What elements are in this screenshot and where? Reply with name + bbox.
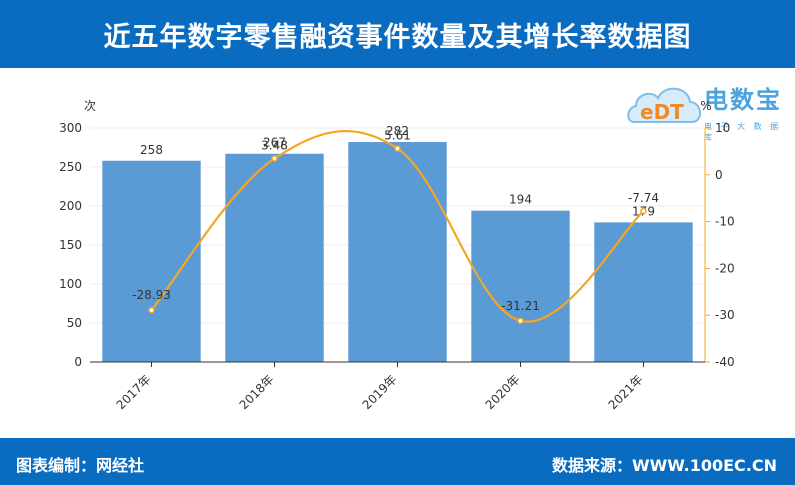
logo-mark: eDT bbox=[640, 100, 684, 124]
logo-text: 电数宝 bbox=[704, 86, 782, 114]
y-right-tick-label: 10 bbox=[715, 121, 730, 135]
line-point bbox=[148, 306, 155, 314]
logo-subtitle: 电 子 大 数 据 库 bbox=[704, 122, 782, 142]
bar-value-label: 267 bbox=[263, 136, 286, 150]
bar bbox=[102, 160, 201, 362]
line-point bbox=[394, 145, 401, 152]
y-right-tick-label: -20 bbox=[715, 261, 735, 275]
y-left-tick-label: 150 bbox=[59, 238, 82, 252]
y-left-tick-label: 300 bbox=[59, 121, 82, 135]
y-right-tick-label: 0 bbox=[715, 168, 723, 182]
y-left-tick-label: 250 bbox=[59, 160, 82, 174]
y-right-unit: % bbox=[700, 99, 711, 113]
y-left-tick-label: 0 bbox=[74, 355, 82, 369]
line-point bbox=[271, 155, 278, 162]
footer-bar: 图表编制：网经社 数据来源：WWW.100EC.CN bbox=[0, 438, 795, 485]
growth-rate-line bbox=[150, 129, 645, 323]
logo-cloud-icon: eDT bbox=[627, 87, 701, 124]
y-right-tick-label: -30 bbox=[715, 308, 735, 322]
line-point bbox=[640, 207, 647, 215]
bar bbox=[348, 142, 447, 362]
line-value-label: 5.61 bbox=[384, 129, 411, 143]
footer-source: 数据来源：WWW.100EC.CN bbox=[551, 456, 777, 475]
y-left-tick-label: 100 bbox=[59, 277, 82, 291]
bar-value-label: 282 bbox=[386, 124, 409, 138]
bar-value-label: 258 bbox=[140, 143, 163, 157]
y-right-tick-label: -40 bbox=[715, 355, 735, 369]
chart-title: 近五年数字零售融资事件数量及其增长率数据图 bbox=[103, 21, 692, 53]
footer-credit: 图表编制：网经社 bbox=[16, 456, 145, 475]
y-left-unit: 次 bbox=[84, 99, 96, 113]
y-right-tick-label: -10 bbox=[715, 215, 735, 229]
bar bbox=[594, 222, 693, 362]
combo-chart: 0 50 100 150 200 250 300 -40 -30 -20 -10 0 10 次 % 258 26… bbox=[59, 99, 735, 412]
line-value-label: -28.93 bbox=[132, 288, 171, 302]
line-value-label: -31.21 bbox=[501, 299, 540, 313]
bar bbox=[471, 210, 570, 362]
y-left-tick-label: 200 bbox=[59, 199, 82, 213]
bar bbox=[225, 153, 324, 362]
x-tick-label: 2019年 bbox=[360, 372, 400, 412]
x-tick-label: 2018年 bbox=[237, 372, 277, 412]
line-value-label: 3.48 bbox=[261, 139, 288, 153]
x-tick-label: 2020年 bbox=[483, 372, 523, 412]
line-point bbox=[517, 317, 524, 325]
line-value-label: -7.74 bbox=[628, 191, 659, 205]
x-tick-label: 2021年 bbox=[606, 372, 646, 412]
header-bar: 近五年数字零售融资事件数量及其增长率数据图 bbox=[0, 0, 795, 68]
y-left-tick-label: 50 bbox=[67, 316, 82, 330]
x-tick-label: 2017年 bbox=[114, 372, 154, 412]
bar-value-label: 194 bbox=[509, 193, 532, 207]
